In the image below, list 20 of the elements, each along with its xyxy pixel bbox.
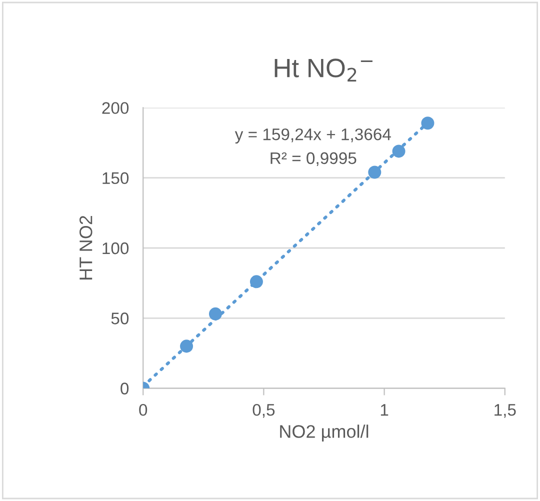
y-tick-label: 200 — [102, 102, 129, 114]
point — [368, 166, 382, 179]
y-axis-title: HT NO2 — [79, 216, 92, 280]
point — [421, 116, 434, 130]
annotation: y = 159,24x + 1,3664 — [234, 128, 391, 144]
point — [392, 144, 406, 158]
y-tick-label: 150 — [102, 172, 129, 184]
y-tick-label: 50 — [111, 312, 129, 324]
x-tick-label: 1 — [380, 404, 388, 416]
annotation: R² = 0,9995 — [270, 152, 356, 166]
point — [250, 275, 263, 288]
x-tick-label: 1,5 — [494, 404, 516, 418]
y-tick-label: 100 — [102, 242, 129, 254]
x-tick-label: 0,5 — [252, 404, 275, 418]
point — [208, 307, 222, 320]
point — [180, 340, 194, 353]
x-tick-label: 0 — [139, 404, 148, 416]
chart-title: Ht NO$_{2}$$^{−}$ — [274, 58, 372, 82]
x-axis-title: NO2 µmol/l — [280, 424, 368, 442]
y-tick-label: 0 — [120, 382, 129, 394]
